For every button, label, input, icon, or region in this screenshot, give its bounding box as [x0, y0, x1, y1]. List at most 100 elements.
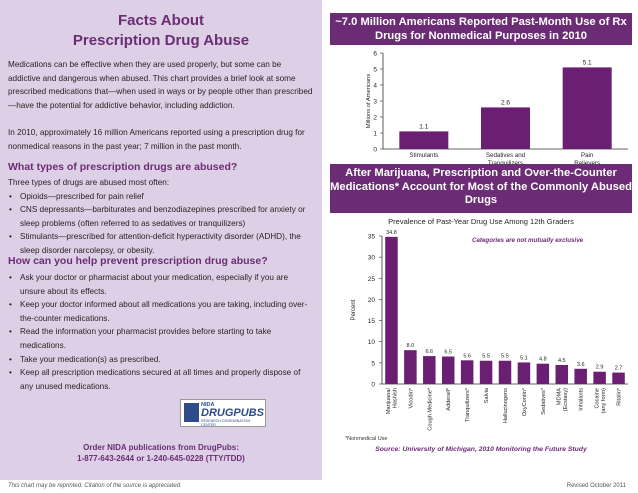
category-label: Tranquilizers [488, 160, 523, 167]
y-tick-label: 3 [373, 99, 377, 106]
category-label: Adderall* [446, 387, 452, 411]
bar [517, 362, 531, 384]
page-title-line1: Facts About [117, 12, 205, 29]
chart2-svg: 0 5 10 15 20 25 30 35 Percent 34.8 Marijuana/Hashi… [351, 230, 628, 431]
bar [562, 67, 612, 149]
bar-value-label: 4.5 [558, 358, 566, 364]
category-label: Cocaine [594, 388, 600, 409]
category-label: Cough Medicine* [427, 387, 433, 430]
logo-sub-text: RESEARCH DISSEMINATION CENTER [201, 419, 251, 427]
types-heading: What types of prescription drugs are abu… [8, 161, 238, 173]
chart2-note: Categories are not mutually exclusive [472, 237, 584, 244]
category-label: Ritalin* [617, 387, 623, 406]
chart2-source: Source: University of Michigan, 2010 Mon… [375, 446, 587, 453]
types-list: Three types of drugs are abused most oft… [8, 176, 314, 258]
order-line1: Order NIDA publications from DrugPubs: [83, 443, 239, 452]
category-label: Marijuana/ [386, 388, 392, 415]
y-tick-label: 0 [371, 382, 375, 389]
category-label: Hallucinogens [503, 388, 509, 423]
y-axis-label: Millions of Americans [366, 74, 372, 129]
list-item: Opioids—prescribed for pain relief [8, 190, 314, 204]
y-tick-label: 15 [368, 318, 376, 325]
bar [498, 360, 512, 384]
category-label: Vicodin* [408, 387, 414, 408]
bar-value-label: 6.6 [425, 349, 433, 355]
bar [399, 131, 449, 149]
list-item: Ask your doctor or pharmacist about your… [8, 271, 314, 298]
page-title-line2: Prescription Drug Abuse [72, 32, 250, 49]
bar-value-label: 5.1 [583, 59, 592, 66]
bar [555, 364, 569, 384]
y-tick-label: 6 [373, 51, 377, 58]
logo-main-text: DRUGPUBS [201, 407, 264, 419]
y-axis-label: Percent [351, 299, 357, 320]
category-label: OxyContin* [522, 387, 528, 416]
category-label: Hashish [393, 388, 399, 408]
bar-value-label: 1.1 [419, 123, 428, 130]
bar [593, 371, 606, 384]
category-label: Relievers [574, 160, 600, 167]
nida-mark-icon [184, 403, 199, 422]
order-line2: 1-877-643-2644 or 1-240-645-0228 (TTY/TD… [77, 454, 245, 463]
chart2-banner: After Marijuana, Prescription and Over-t… [330, 164, 632, 213]
bar [479, 360, 493, 384]
revised-date: Revised October 2011 [566, 483, 626, 489]
category-label: MDMA [557, 388, 563, 405]
reprint-note: This chart may be reprinted. Citation of… [8, 483, 182, 489]
y-tick-label: 35 [368, 234, 376, 241]
category-label: Sedatives and [486, 152, 526, 159]
y-tick-label: 4 [373, 83, 377, 90]
bar-value-label: 34.8 [386, 230, 397, 236]
bar-value-label: 3.6 [577, 362, 585, 368]
bar-value-label: 6.5 [444, 350, 452, 356]
category-label: Tranquilizers* [465, 387, 471, 422]
bar-value-label: 4.8 [539, 357, 547, 363]
stat-paragraph: In 2010, approximately 16 million Americ… [8, 128, 305, 151]
left-panel: Facts About Prescription Drug Abuse Medi… [0, 0, 322, 480]
category-label: Sedatives* [541, 387, 547, 415]
y-tick-label: 2 [373, 115, 377, 122]
list-item: Take your medication(s) as prescribed. [8, 353, 314, 367]
bar [423, 356, 436, 384]
help-heading: How can you help prevent prescription dr… [8, 255, 268, 267]
y-tick-label: 30 [368, 255, 376, 262]
intro-paragraph: Medications can be effective when they a… [8, 60, 313, 110]
nida-drugpubs-logo: NIDA DRUGPUBS RESEARCH DISSEMINATION CEN… [180, 399, 266, 427]
y-tick-label: 25 [368, 276, 376, 283]
bar-value-label: 5.1 [520, 355, 528, 361]
y-tick-label: 0 [373, 147, 377, 154]
category-label: (Ecstasy) [563, 388, 569, 411]
bar-value-label: 2.7 [615, 366, 623, 372]
y-tick-label: 10 [368, 339, 376, 346]
y-tick-label: 1 [373, 131, 377, 138]
bar [536, 363, 550, 384]
bar [460, 360, 474, 384]
bar [574, 368, 587, 384]
list-item: Read the information your pharmacist pro… [8, 325, 314, 352]
category-label: Inhalants [579, 388, 585, 411]
bar-value-label: 8.0 [407, 343, 415, 349]
chart2-title: Prevalence of Past-Year Drug Use Among 1… [388, 217, 574, 226]
bar [612, 372, 625, 384]
bar-value-label: 5.5 [482, 354, 490, 360]
nonmedical-note: *Nonmedical Use [345, 436, 388, 442]
category-label: Stimulants [409, 152, 438, 159]
list-item: Stimulants—prescribed for attention-defi… [8, 230, 314, 257]
y-tick-label: 5 [371, 360, 375, 367]
chart1-svg: 0 1 2 3 4 5 6 Millions of Americans 1.1 Stimulant… [366, 51, 628, 167]
category-label: Pain [581, 152, 594, 159]
category-label: Salvia [484, 387, 490, 403]
bar-value-label: 5.5 [501, 354, 509, 360]
list-item: Keep all prescription medications secure… [8, 366, 314, 393]
bar [404, 350, 417, 384]
logo-top-text: NIDA [201, 402, 215, 408]
y-tick-label: 5 [373, 67, 377, 74]
bar [481, 107, 530, 149]
list-item: CNS depressants—barbiturates and benzodi… [8, 203, 314, 230]
bar [385, 236, 398, 384]
list-item: Keep your doctor informed about all medi… [8, 298, 314, 325]
bar-value-label: 5.6 [463, 353, 471, 359]
chart1-banner: ~7.0 Million Americans Reported Past-Mon… [330, 13, 632, 45]
y-tick-label: 20 [368, 297, 376, 304]
